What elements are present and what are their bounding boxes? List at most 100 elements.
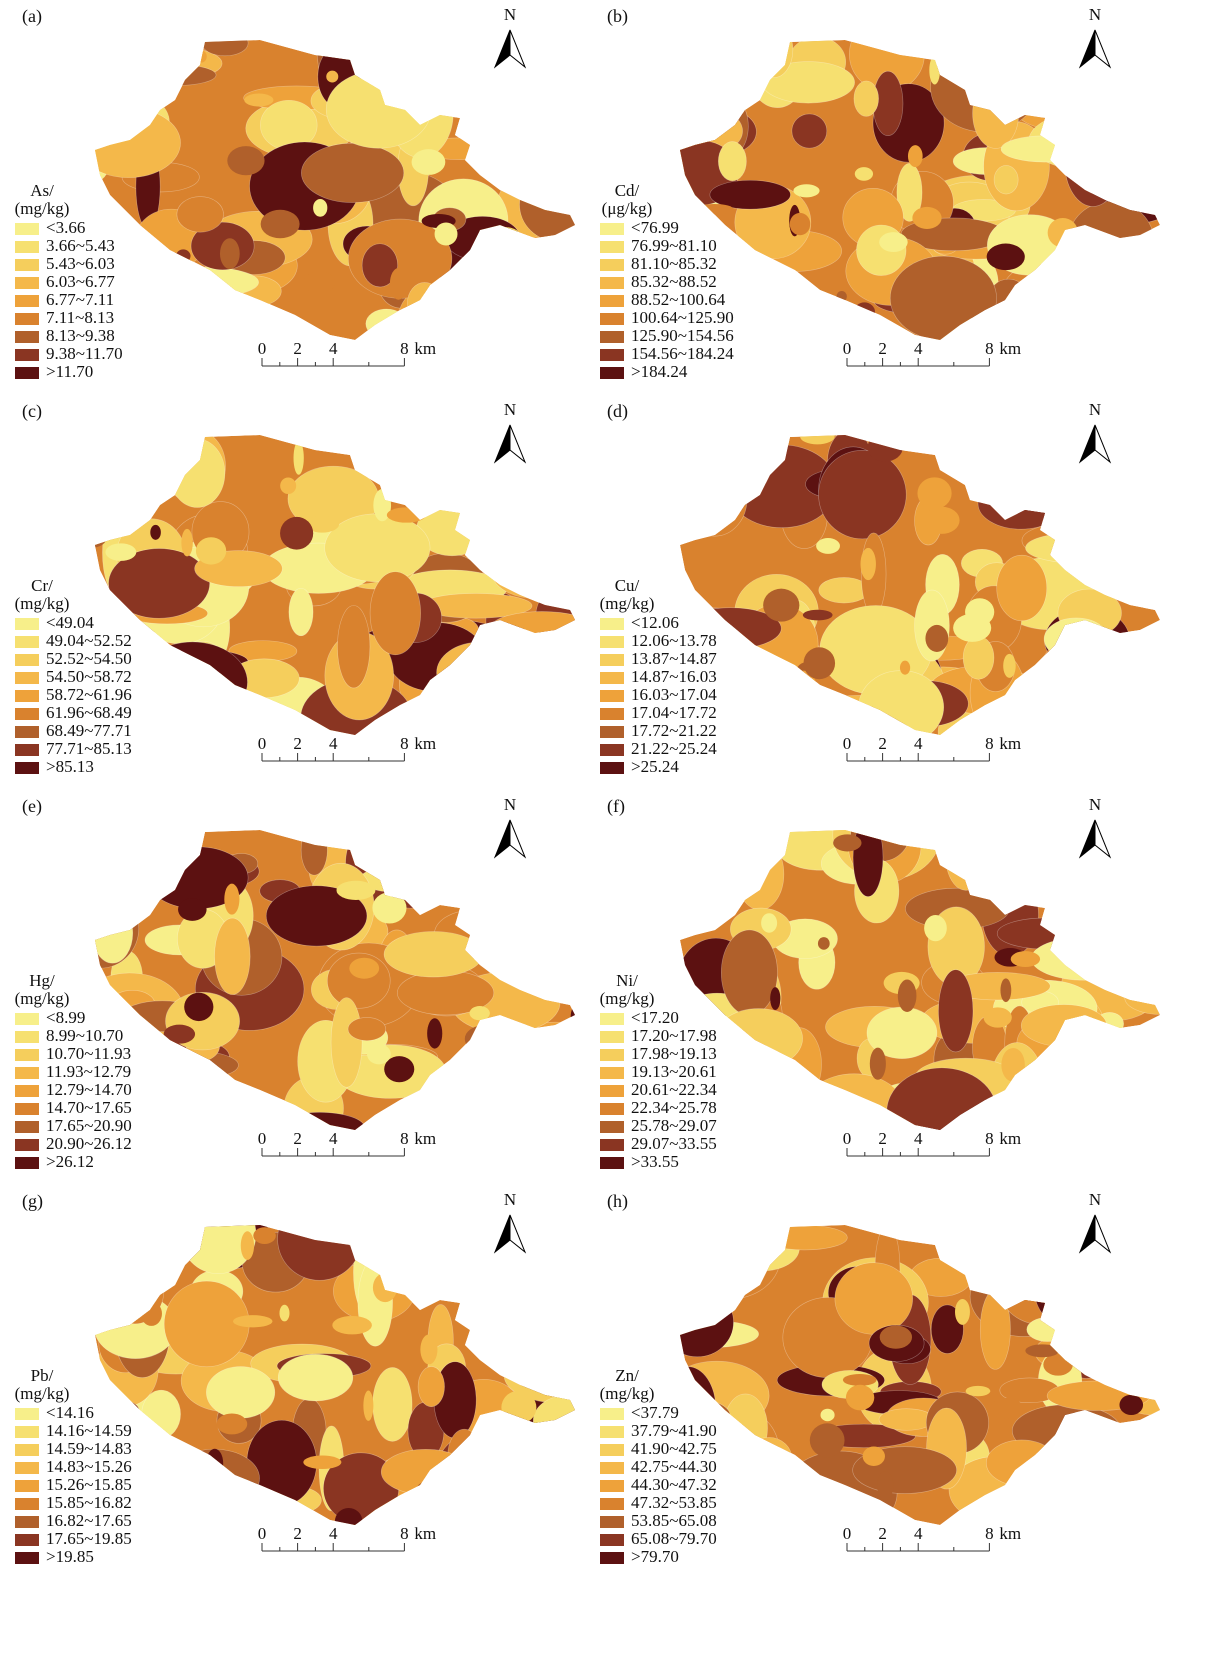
contour-zone (1045, 11, 1079, 74)
contour-zone (1052, 1485, 1105, 1545)
legend-swatch (600, 1462, 624, 1474)
legend-swatch (15, 259, 39, 271)
legend-label: <49.04 (46, 613, 94, 632)
legend-swatch (15, 1013, 39, 1025)
legend-label: 19.13~20.61 (631, 1062, 717, 1081)
contour-zone (742, 1113, 766, 1125)
contour-zone (653, 803, 721, 880)
contour-zone (326, 71, 431, 149)
map-panel: (c)NCr/(mg/kg)<49.0449.04~52.5252.52~54.… (15, 398, 613, 776)
contour-zone (1065, 118, 1121, 206)
contour-zone (736, 659, 770, 670)
scale-label: 4 (329, 734, 338, 753)
contour-zone (105, 543, 136, 561)
contour-zone (326, 71, 338, 83)
legend-label: 53.85~65.08 (631, 1511, 717, 1530)
contour-zone (1111, 1219, 1195, 1255)
contour-zone (280, 517, 313, 550)
legend-label: 65.08~79.70 (631, 1529, 717, 1548)
contour-zone (436, 1434, 509, 1512)
contour-zone (1136, 1455, 1165, 1500)
contour-zone (474, 706, 487, 733)
contour-zone (754, 708, 811, 728)
contour-zone (498, 636, 568, 697)
north-arrow (495, 820, 510, 857)
contour-zone (1068, 1487, 1139, 1539)
contour-zone (975, 1271, 994, 1289)
legend-swatch (600, 313, 624, 325)
contour-zone (1031, 937, 1139, 980)
contour-zone (1042, 658, 1101, 701)
legend-label: >25.24 (631, 757, 679, 776)
contour-zone (508, 49, 551, 135)
scale-unit: km (414, 339, 436, 358)
contour-zone (178, 1076, 201, 1102)
contour-zone (141, 1051, 238, 1080)
scale-label: 4 (914, 1524, 923, 1543)
contour-zone (1011, 951, 1040, 967)
scale-unit: km (414, 734, 436, 753)
legend-title: As/ (30, 181, 54, 200)
north-label: N (1089, 1190, 1101, 1209)
contour-zone (1091, 482, 1143, 570)
legend-swatch (15, 1031, 39, 1043)
north-arrow (1080, 820, 1095, 857)
contour-zone (383, 442, 448, 469)
scale-label: 0 (843, 1524, 852, 1543)
scale-label: 2 (293, 734, 302, 753)
contour-zone (472, 265, 576, 349)
legend-swatch (600, 331, 624, 343)
contour-zone (1048, 218, 1078, 248)
contour-zone (355, 1233, 433, 1254)
contour-zone (1027, 1317, 1068, 1341)
contour-zone (1128, 96, 1155, 167)
contour-zone (303, 1456, 341, 1469)
contour-zone (505, 1485, 594, 1553)
contour-zone (853, 819, 883, 897)
contour-zone (1146, 30, 1179, 72)
contour-zone (1079, 239, 1152, 276)
contour-zone (1100, 1483, 1133, 1554)
contour-zone (367, 1044, 391, 1064)
contour-zone (506, 699, 526, 725)
legend-label: 11.93~12.79 (46, 1062, 131, 1081)
legend-title: Hg/ (29, 971, 55, 990)
contour-zone (534, 1267, 603, 1322)
contour-zone (1125, 981, 1197, 1015)
north-arrow (1095, 30, 1110, 67)
contour-zone (703, 1278, 742, 1304)
legend-swatch (600, 1444, 624, 1456)
legend-unit: (mg/kg) (15, 1384, 70, 1403)
north-arrow (510, 30, 525, 67)
legend-label: 17.72~21.22 (631, 721, 717, 740)
contour-zone (1113, 264, 1198, 324)
scale-label: 2 (878, 734, 887, 753)
contour-zone (349, 958, 379, 979)
contour-zone (418, 1367, 444, 1407)
contour-zone (517, 1322, 613, 1364)
contour-zone (762, 62, 854, 103)
scale-label: 4 (914, 1129, 923, 1148)
contour-zone (520, 167, 597, 241)
north-label: N (504, 400, 516, 419)
contour-zone (217, 1414, 248, 1435)
legend-label: >26.12 (46, 1152, 94, 1171)
contour-zone (710, 58, 721, 82)
scale-label: 4 (329, 1524, 338, 1543)
contour-zone (800, 428, 835, 444)
panel-label: (c) (22, 401, 42, 422)
contour-zone (384, 1056, 414, 1082)
contour-zone (1010, 686, 1022, 699)
contour-zone (532, 1101, 551, 1123)
contour-zone (1125, 1305, 1189, 1386)
contour-zone (313, 199, 327, 217)
contour-zone (880, 1325, 912, 1348)
contour-zone (955, 1299, 970, 1325)
scale-unit: km (999, 339, 1021, 358)
legend-label: 12.79~14.70 (46, 1080, 132, 1099)
contour-zone (477, 127, 501, 144)
north-arrow (510, 425, 525, 462)
contour-zone (163, 1451, 202, 1482)
legend-label: 3.66~5.43 (46, 236, 115, 255)
contour-zone (1049, 855, 1091, 911)
